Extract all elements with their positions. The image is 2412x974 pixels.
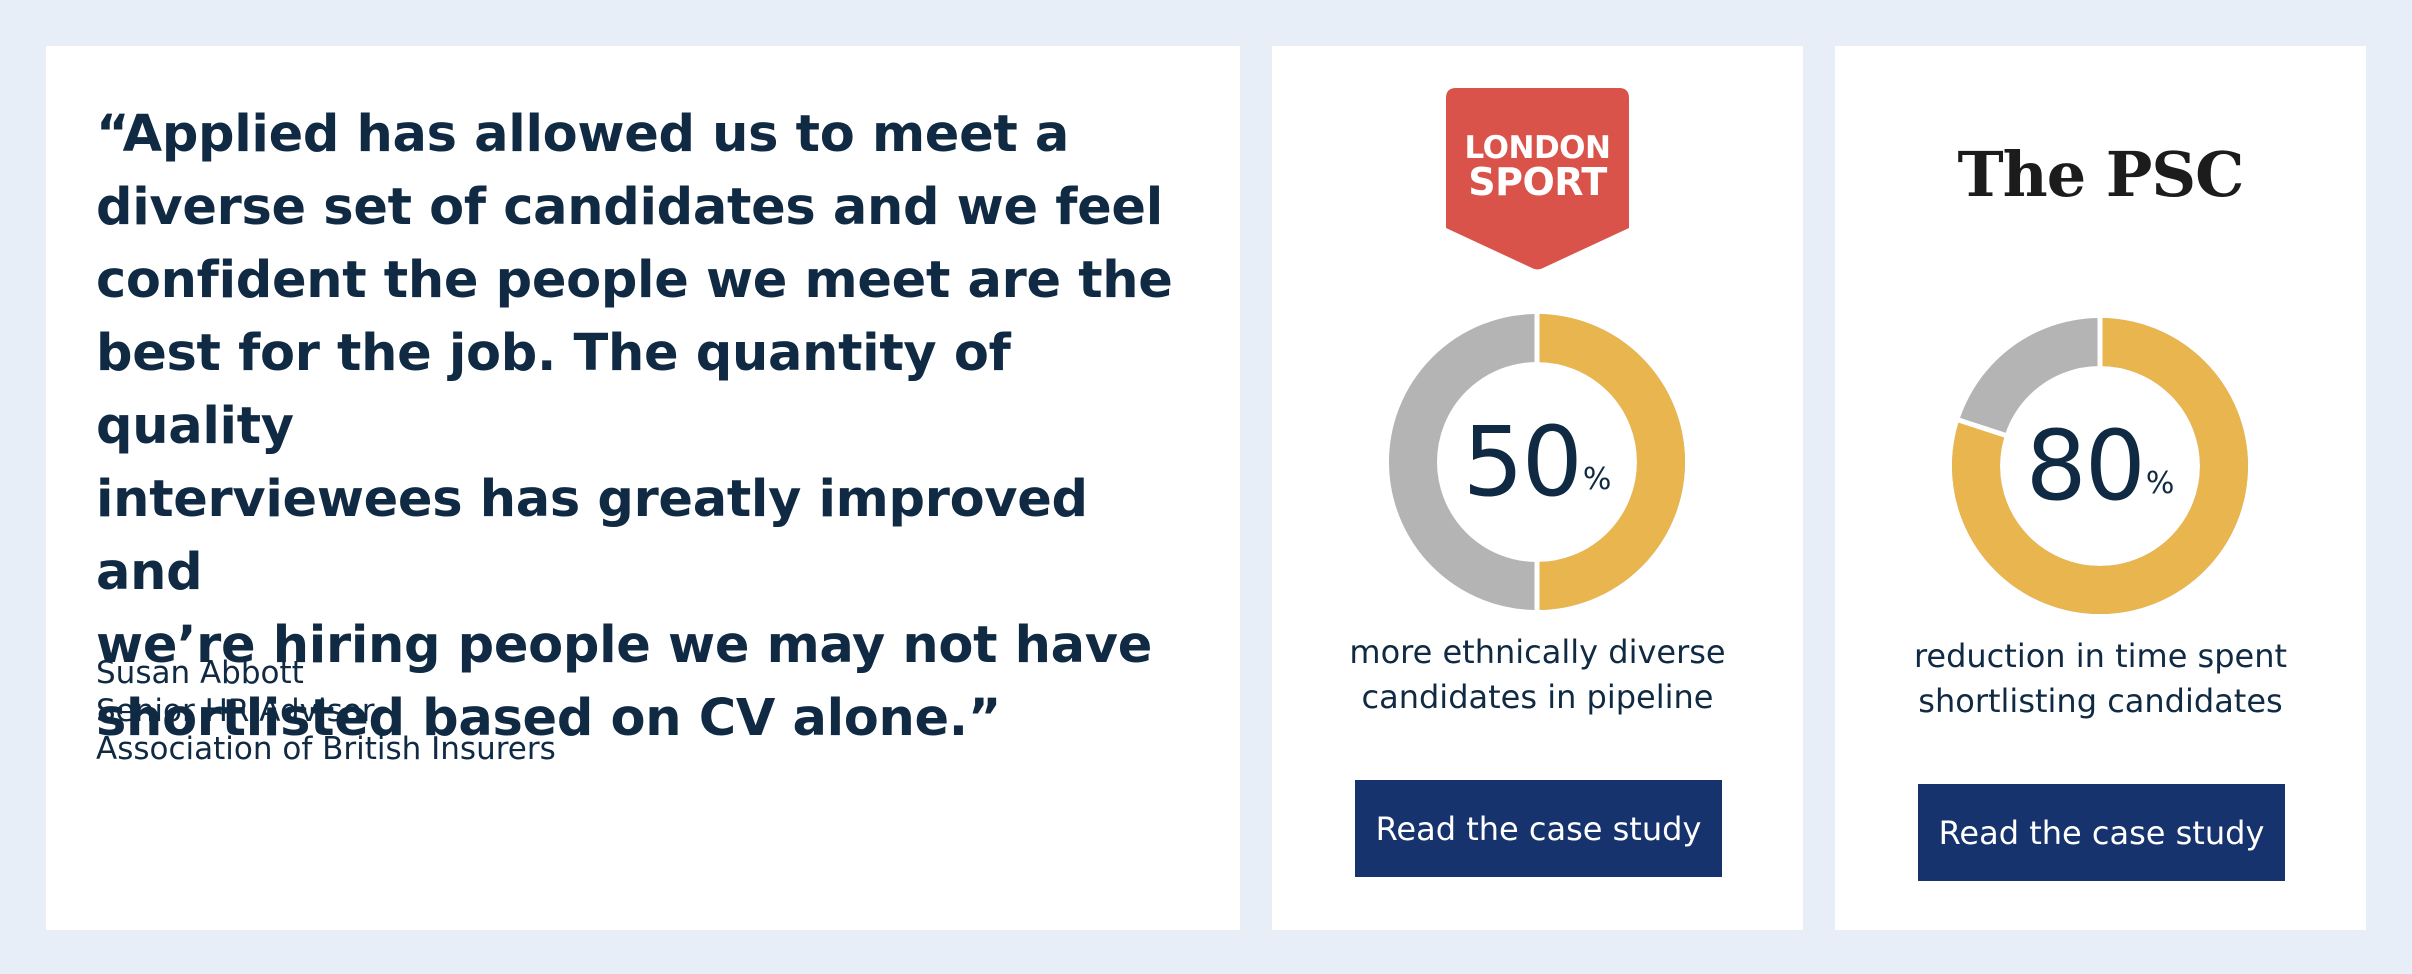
case-study-card-the-psc: The PSC 80 % reduction in time spent sho… [1835,46,2366,930]
the-psc-logo: The PSC [1957,138,2245,211]
stat-unit: % [1582,461,1612,497]
london-sport-badge-shape [1446,88,1629,270]
stat-description: reduction in time spent shortlisting can… [1835,634,2366,724]
quote-line: diverse set of candidates and we feel [96,178,1163,237]
donut-svg [1952,316,2248,614]
quote-line: confident the people we meet are the [96,251,1173,310]
read-case-study-button[interactable]: Read the case study [1355,780,1722,877]
stat-donut-chart: 80 % [1950,316,2250,616]
author-company: Association of British Insurers [96,731,556,767]
stat-description: more ethnically diverse candidates in pi… [1272,630,1803,720]
quote-line: we’re hiring people we may not have [96,616,1153,675]
quote-line: interviewees has greatly improved and [96,470,1088,602]
stat-donut-chart: 50 % [1387,312,1687,612]
testimonial-attribution: Susan Abbott Senior HR Advisor Associati… [96,654,556,768]
stat-unit: % [2145,465,2175,501]
quote-line: shortlisted based on CV alone.” [96,689,1002,748]
stat-value: 80 % [1950,316,2250,616]
donut-divider [1954,416,2010,439]
case-study-card-london-sport: LONDON SPORT 50 % more ethnically divers… [1272,46,1803,930]
london-sport-logo: LONDON SPORT [1446,88,1629,270]
read-case-study-button[interactable]: Read the case study [1918,784,2285,881]
stat-number: 50 [1462,406,1583,518]
stat-description-line: reduction in time spent [1913,637,2288,675]
stat-description-line: more ethnically diverse [1349,633,1726,671]
testimonial-quote: “Applied has allowed us to meet a divers… [96,98,1176,755]
stat-value: 50 % [1387,312,1687,612]
testimonial-card: “Applied has allowed us to meet a divers… [46,46,1240,930]
author-name: Susan Abbott [96,655,304,691]
stat-number: 80 [2025,410,2146,522]
quote-line: best for the job. The quantity of qualit… [96,324,1011,456]
quote-line: “Applied has allowed us to meet a [96,105,1070,164]
donut-svg [1389,312,1685,612]
stat-description-line: candidates in pipeline [1361,678,1714,716]
author-title: Senior HR Advisor [96,693,375,729]
stat-description-line: shortlisting candidates [1918,682,2283,720]
logo-text-line2: SPORT [1468,160,1607,204]
logo-text-line1: LONDON [1464,130,1611,166]
